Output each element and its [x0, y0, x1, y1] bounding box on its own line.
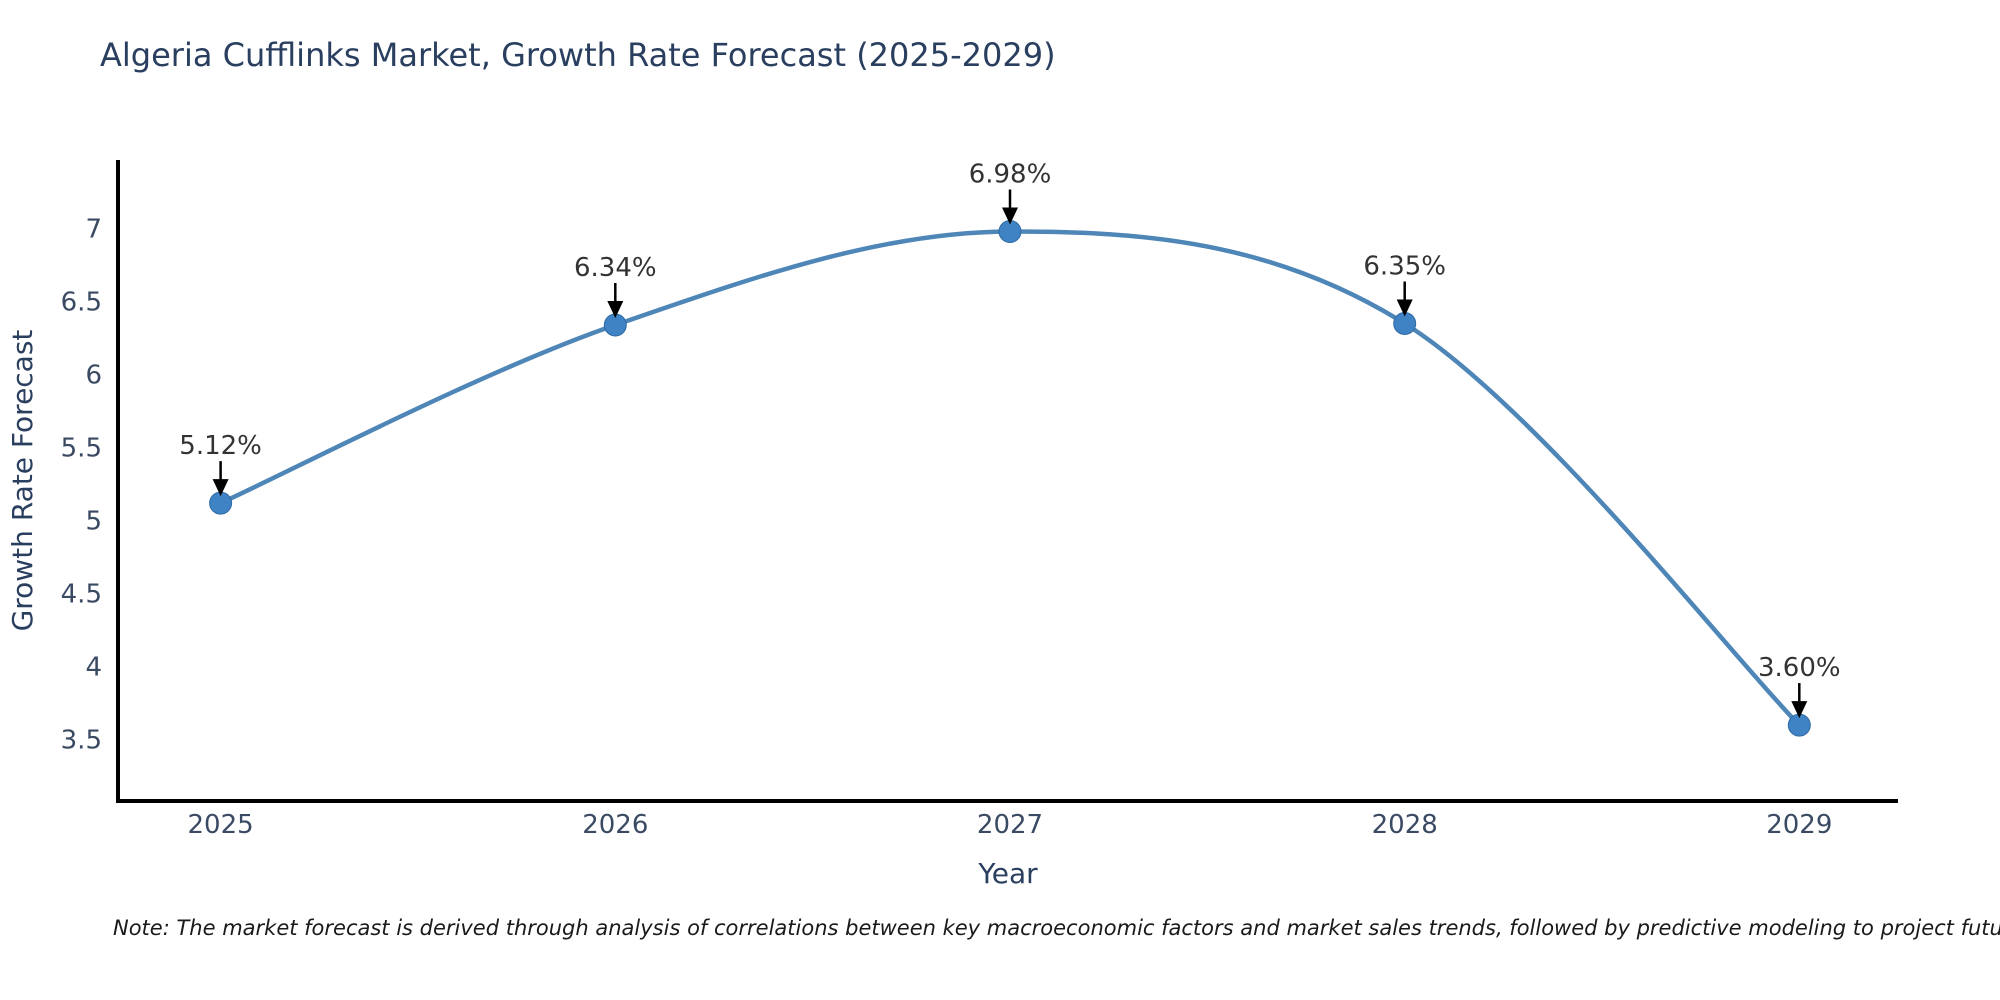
data-point-label: 3.60%	[1758, 653, 1841, 683]
y-tick-label: 4.5	[61, 580, 102, 610]
y-tick-label: 5.5	[61, 434, 102, 464]
x-tick-label: 2028	[1372, 810, 1438, 840]
x-tick-label: 2025	[188, 810, 254, 840]
annotation-arrowhead	[1002, 207, 1018, 225]
chart-title: Algeria Cufflinks Market, Growth Rate Fo…	[100, 36, 1056, 74]
data-point-label: 5.12%	[179, 431, 262, 461]
y-axis-title: Growth Rate Forecast	[6, 330, 39, 632]
data-point-label: 6.98%	[969, 160, 1052, 190]
annotation-arrowhead	[1791, 701, 1808, 719]
forecast-line	[218, 229, 1802, 728]
x-tick-label: 2026	[582, 810, 648, 840]
forecast-methodology-note: Note: The market forecast is derived thr…	[113, 916, 2000, 940]
x-axis-title: Year	[977, 857, 1038, 890]
y-tick-label: 6	[85, 361, 102, 391]
x-tick-label: 2029	[1766, 810, 1832, 840]
data-point-label: 6.35%	[1363, 252, 1446, 282]
y-tick-label: 4	[85, 653, 102, 683]
y-tick-label: 3.5	[61, 726, 102, 756]
annotation-arrowhead	[607, 301, 624, 318]
data-point-label: 6.34%	[574, 253, 657, 283]
y-tick-label: 7	[85, 215, 102, 245]
y-tick-label: 6.5	[61, 288, 102, 318]
x-tick-label: 2027	[977, 810, 1043, 840]
y-tick-label: 5	[85, 507, 102, 537]
annotation-arrowhead	[212, 479, 229, 497]
annotation-arrowhead	[1396, 299, 1413, 317]
